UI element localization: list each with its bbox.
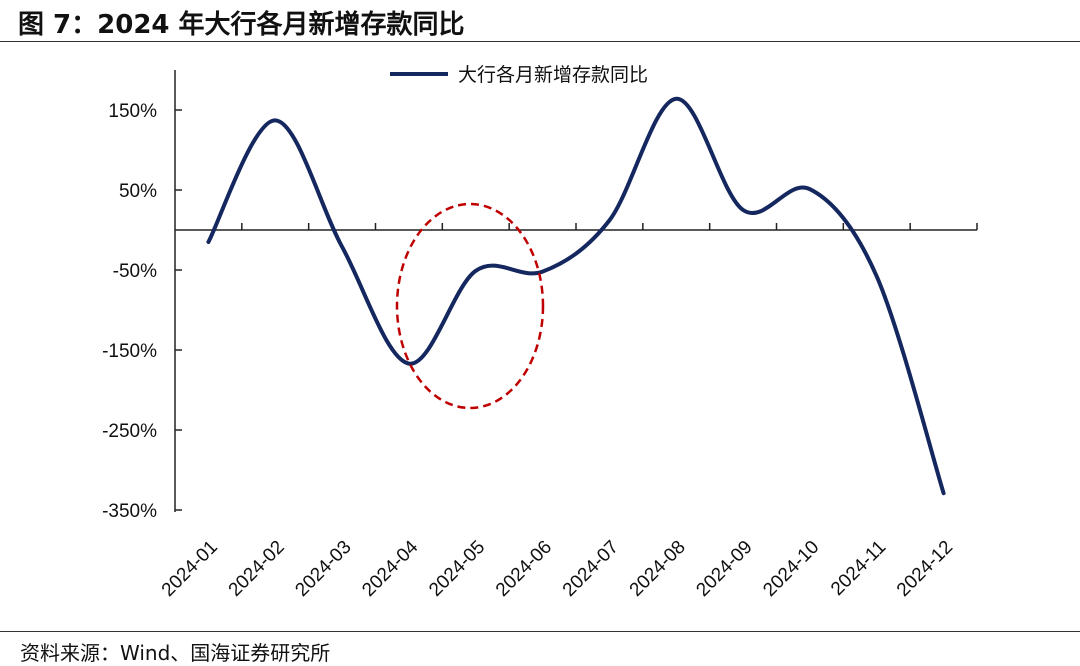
y-tick-label: -150% [102, 341, 157, 362]
x-tick-label: 2024-08 [626, 537, 690, 601]
source-note: 资料来源：Wind、国海证券研究所 [20, 641, 331, 665]
x-tick-label: 2024-03 [291, 537, 355, 601]
y-tick-label: -350% [102, 501, 157, 522]
series-line [206, 96, 946, 496]
x-tick-label: 2024-02 [225, 537, 289, 601]
x-tick-label: 2024-07 [559, 537, 623, 601]
y-tick-label: 150% [108, 101, 157, 122]
y-tick-label: -250% [102, 421, 157, 442]
y-tick-label: 50% [119, 181, 157, 202]
title-divider [0, 41, 1080, 42]
x-tick-label: 2024-12 [893, 537, 957, 601]
x-tick-label: 2024-09 [692, 537, 756, 601]
legend-label: 大行各月新增存款同比 [458, 64, 648, 86]
y-tick-label: -50% [113, 261, 157, 282]
x-tick-label: 2024-10 [759, 537, 823, 601]
x-tick-label: 2024-05 [425, 537, 489, 601]
x-tick-label: 2024-11 [827, 537, 890, 600]
highlight-ellipse [395, 202, 545, 410]
chart-title: 图 7：2024 年大行各月新增存款同比 [18, 10, 465, 40]
source-divider [0, 631, 1080, 632]
x-tick-label: 2024-04 [358, 536, 422, 600]
x-tick-label: 2024-06 [492, 537, 556, 601]
x-tick-label: 2024-01 [158, 537, 222, 601]
